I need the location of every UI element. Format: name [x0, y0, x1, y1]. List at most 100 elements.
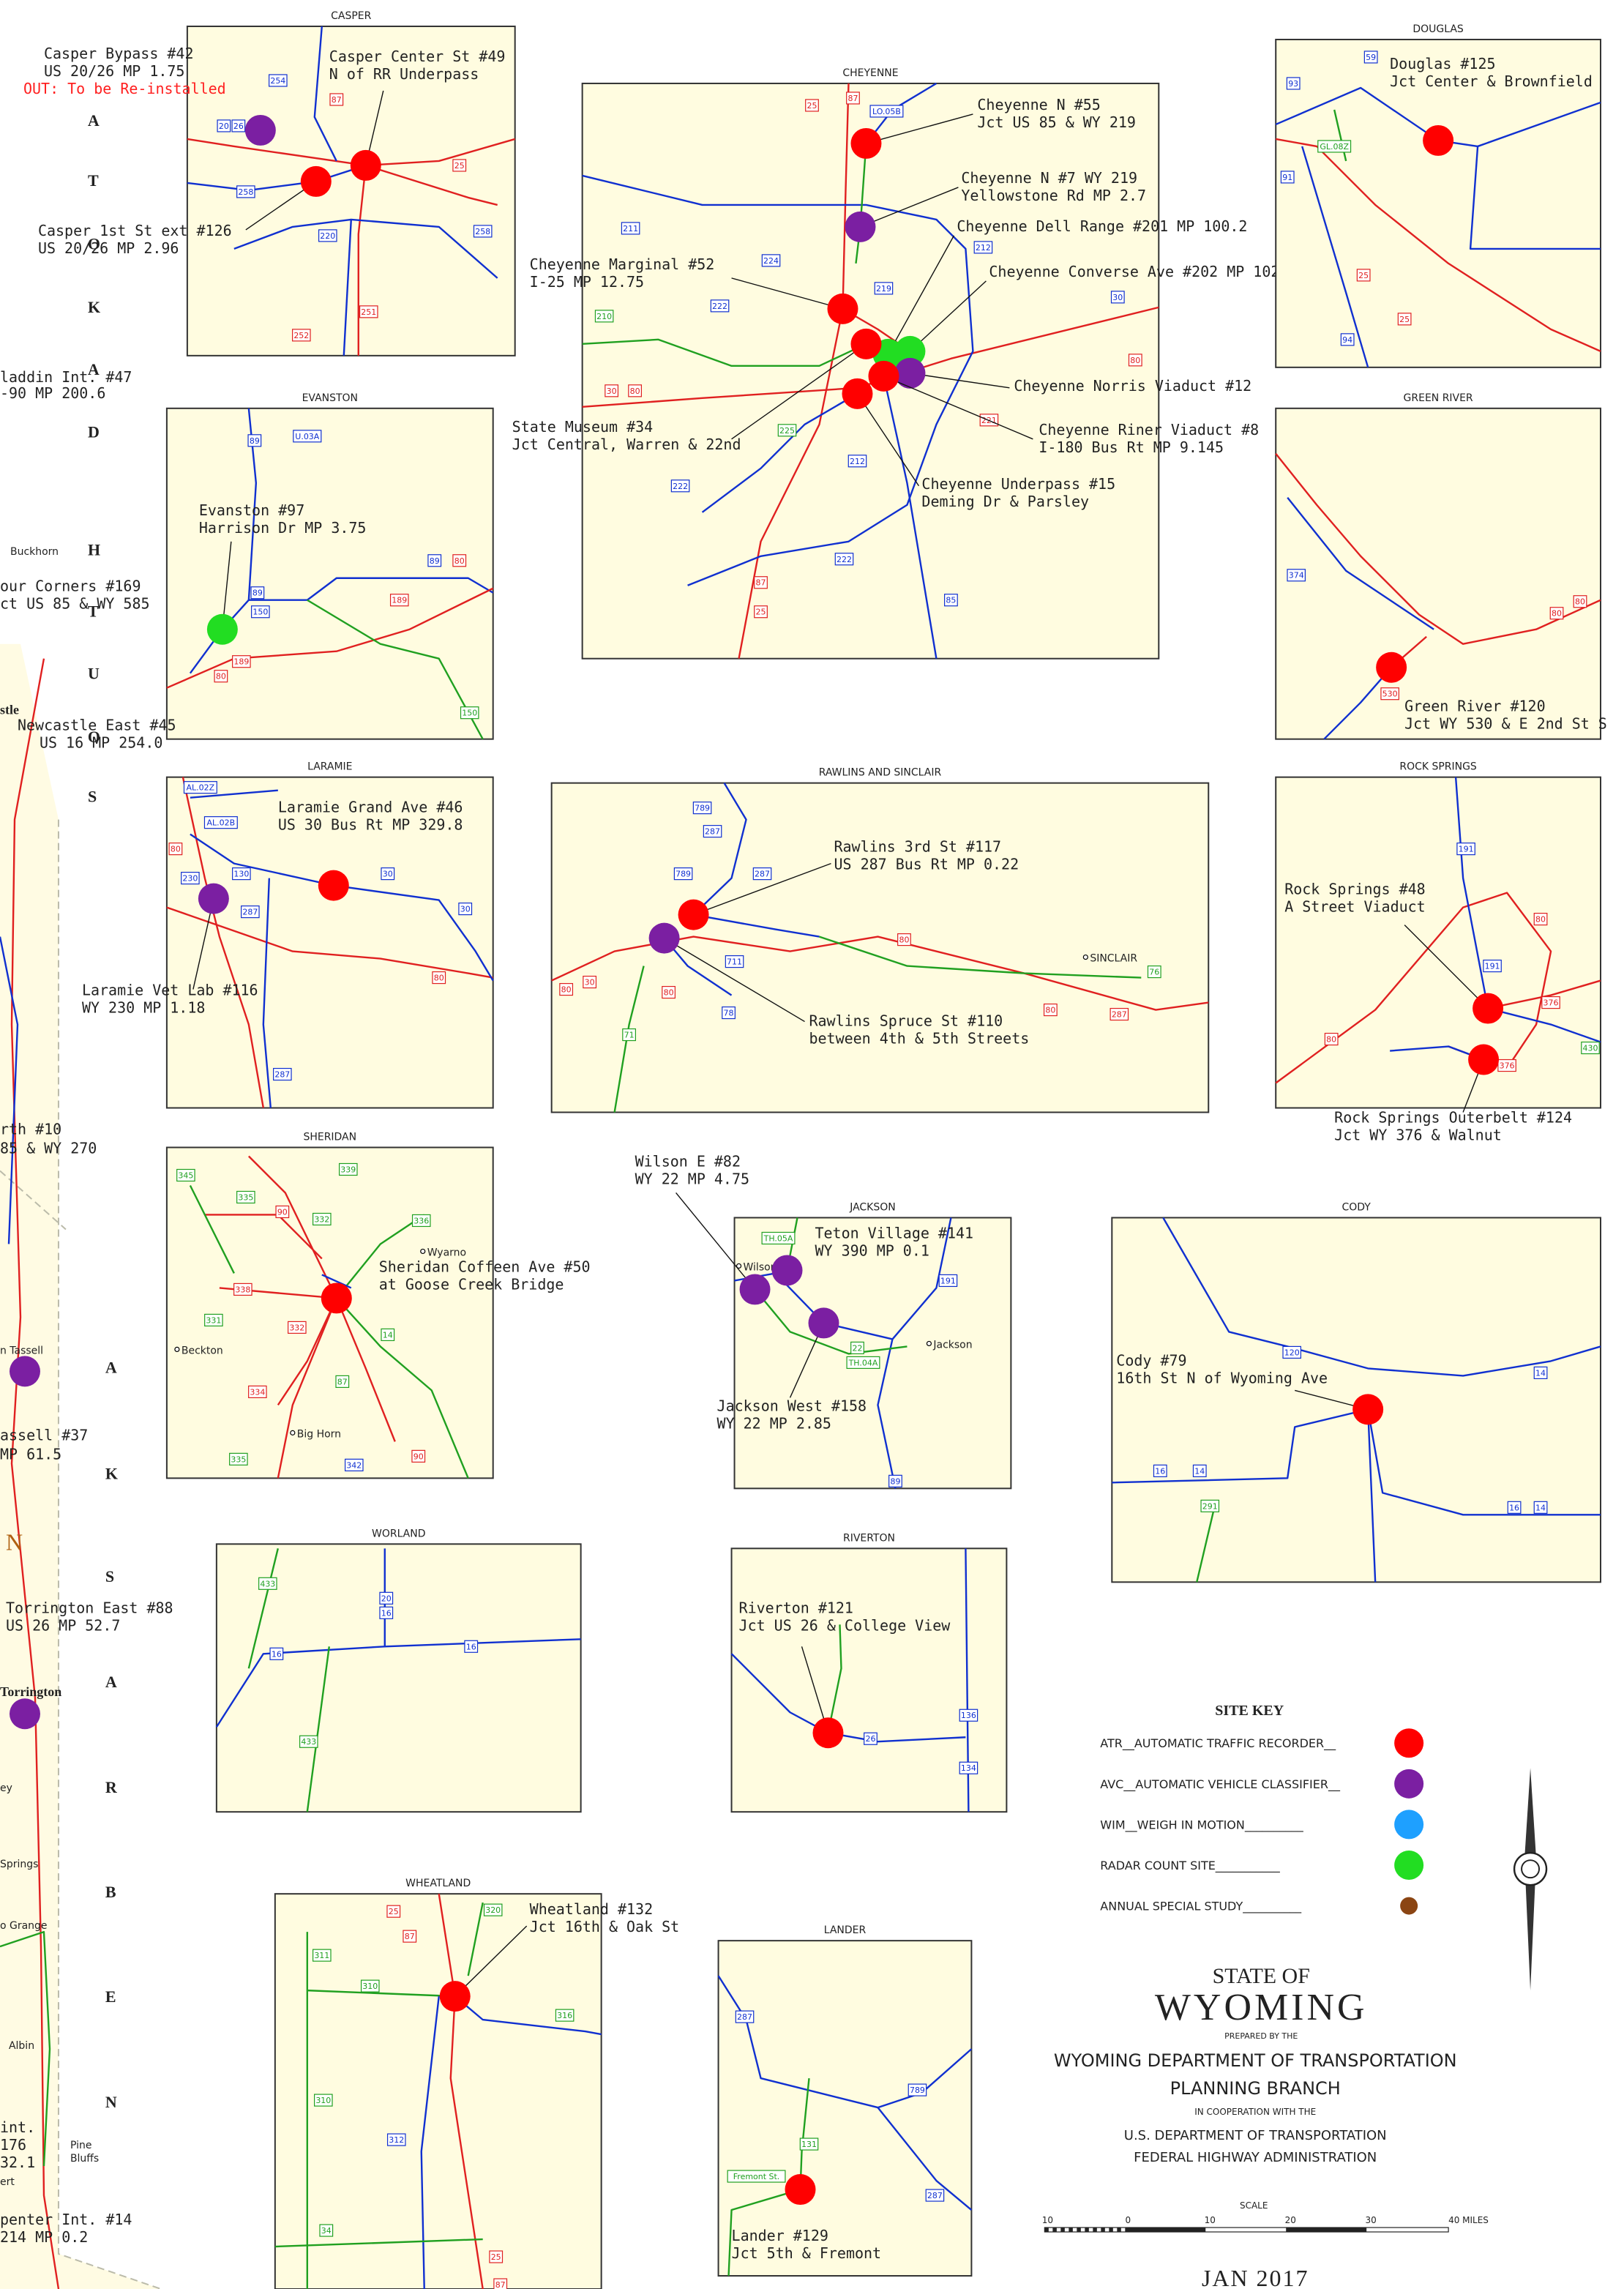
route-shield — [908, 2083, 927, 2096]
route-shield — [203, 816, 238, 829]
route-shield — [925, 2189, 945, 2202]
leader-line — [883, 376, 1033, 440]
site-label: Cheyenne Marginal #52 — [530, 255, 715, 273]
count-site[interactable] — [9, 1698, 40, 1730]
route-number: 335 — [231, 1455, 246, 1464]
route-number: 80 — [1326, 1035, 1336, 1045]
route-number: 78 — [724, 1009, 734, 1018]
route-number: 789 — [676, 870, 691, 879]
leader-line — [731, 343, 867, 440]
count-site[interactable] — [300, 165, 332, 197]
route-shield — [761, 254, 781, 267]
route-number: 80 — [630, 387, 640, 396]
route-shield — [864, 1732, 878, 1745]
route-shield — [670, 479, 690, 493]
count-site[interactable] — [439, 1981, 471, 2012]
count-site[interactable] — [1352, 1394, 1384, 1425]
count-site[interactable] — [350, 149, 381, 181]
route-shield — [1192, 1464, 1207, 1477]
site-label: Casper Center St #49 — [329, 48, 506, 65]
site-label: Rawlins Spruce St #110 — [809, 1012, 1003, 1030]
count-site[interactable] — [648, 922, 680, 954]
count-site[interactable] — [894, 335, 926, 367]
route-shield — [460, 706, 479, 720]
panel-title: JACKSON — [849, 1201, 895, 1213]
town-dot — [290, 1430, 296, 1435]
leader-line — [664, 937, 805, 1023]
count-site[interactable] — [850, 127, 882, 159]
edge-label: o Grange — [0, 1920, 48, 1932]
count-site[interactable] — [1423, 124, 1454, 156]
route-number: TH.04A — [848, 1358, 878, 1367]
count-site[interactable] — [785, 2174, 816, 2206]
route-number: 80 — [899, 936, 909, 945]
count-site[interactable] — [808, 1307, 839, 1339]
site-label: A Street Viaduct — [1284, 898, 1426, 916]
site-label: Wilson E #82 — [635, 1152, 741, 1170]
count-site[interactable] — [244, 114, 276, 146]
count-site[interactable] — [9, 1356, 40, 1387]
road — [335, 1297, 469, 1479]
count-site[interactable] — [827, 293, 858, 324]
panel-title: CODY — [1342, 1201, 1372, 1213]
count-site[interactable] — [850, 328, 882, 359]
panel-title: GREEN RIVER — [1404, 392, 1473, 404]
road — [307, 599, 484, 740]
route-shield — [381, 867, 395, 881]
count-site[interactable] — [198, 883, 229, 914]
key-label: AVC__AUTOMATIC VEHICLE CLASSIFIER__ — [1100, 1777, 1341, 1792]
key-label: ANNUAL SPECIAL STUDY__________ — [1100, 1900, 1302, 1914]
title-text: IN COOPERATION WITH THE — [1194, 2107, 1316, 2117]
road — [306, 1646, 330, 1812]
count-site[interactable] — [1468, 1044, 1500, 1075]
scale-label: 20 — [1285, 2215, 1296, 2225]
edge-label: laddin Int. #47 — [0, 368, 132, 386]
count-site[interactable] — [739, 1274, 771, 1305]
road — [262, 878, 272, 1108]
route-number: 85 — [946, 596, 956, 605]
count-site[interactable] — [321, 1282, 352, 1314]
route-number: 80 — [1552, 609, 1562, 619]
route-shield — [229, 1452, 248, 1465]
route-shield — [181, 872, 200, 885]
edge-label: Torrington — [0, 1684, 61, 1699]
scale-label: 10 — [1042, 2215, 1053, 2225]
count-site[interactable] — [206, 613, 238, 645]
title-text: PREPARED BY THE — [1224, 2031, 1298, 2041]
count-site[interactable] — [678, 899, 709, 930]
panel-title: EVANSTON — [302, 392, 358, 404]
count-site[interactable] — [845, 211, 876, 242]
count-site[interactable] — [868, 360, 899, 392]
road — [365, 164, 498, 206]
site-label: WY 22 MP 2.85 — [717, 1414, 831, 1432]
count-site[interactable] — [318, 870, 349, 901]
route-number: 25 — [756, 608, 766, 617]
leader-line — [693, 862, 831, 916]
route-shield — [1200, 1499, 1220, 1512]
route-shield — [452, 554, 467, 567]
count-site[interactable] — [812, 1717, 844, 1749]
title-text: PLANNING BRANCH — [1170, 2078, 1341, 2099]
route-number: 331 — [206, 1315, 221, 1325]
scale-label: 40 MILES — [1448, 2215, 1489, 2225]
route-shield — [432, 971, 446, 985]
route-shield — [335, 1375, 350, 1388]
town-dot — [926, 1340, 932, 1347]
route-shield — [313, 1949, 332, 1962]
site-label: US 30 Bus Rt MP 329.8 — [278, 816, 463, 834]
route-number: 287 — [242, 908, 258, 917]
road — [582, 174, 974, 586]
route-shield — [1549, 607, 1564, 620]
count-site[interactable] — [842, 378, 873, 409]
road — [10, 658, 60, 2289]
count-site[interactable] — [894, 357, 926, 389]
route-number: 80 — [1045, 1006, 1055, 1015]
count-site[interactable] — [771, 1255, 803, 1286]
route-number: 711 — [727, 957, 742, 967]
count-site[interactable] — [1376, 651, 1407, 683]
count-site[interactable] — [1473, 993, 1504, 1024]
panel-frame — [717, 1940, 973, 2277]
edge-label: Buckhorn — [10, 546, 59, 558]
route-shield — [605, 384, 619, 397]
